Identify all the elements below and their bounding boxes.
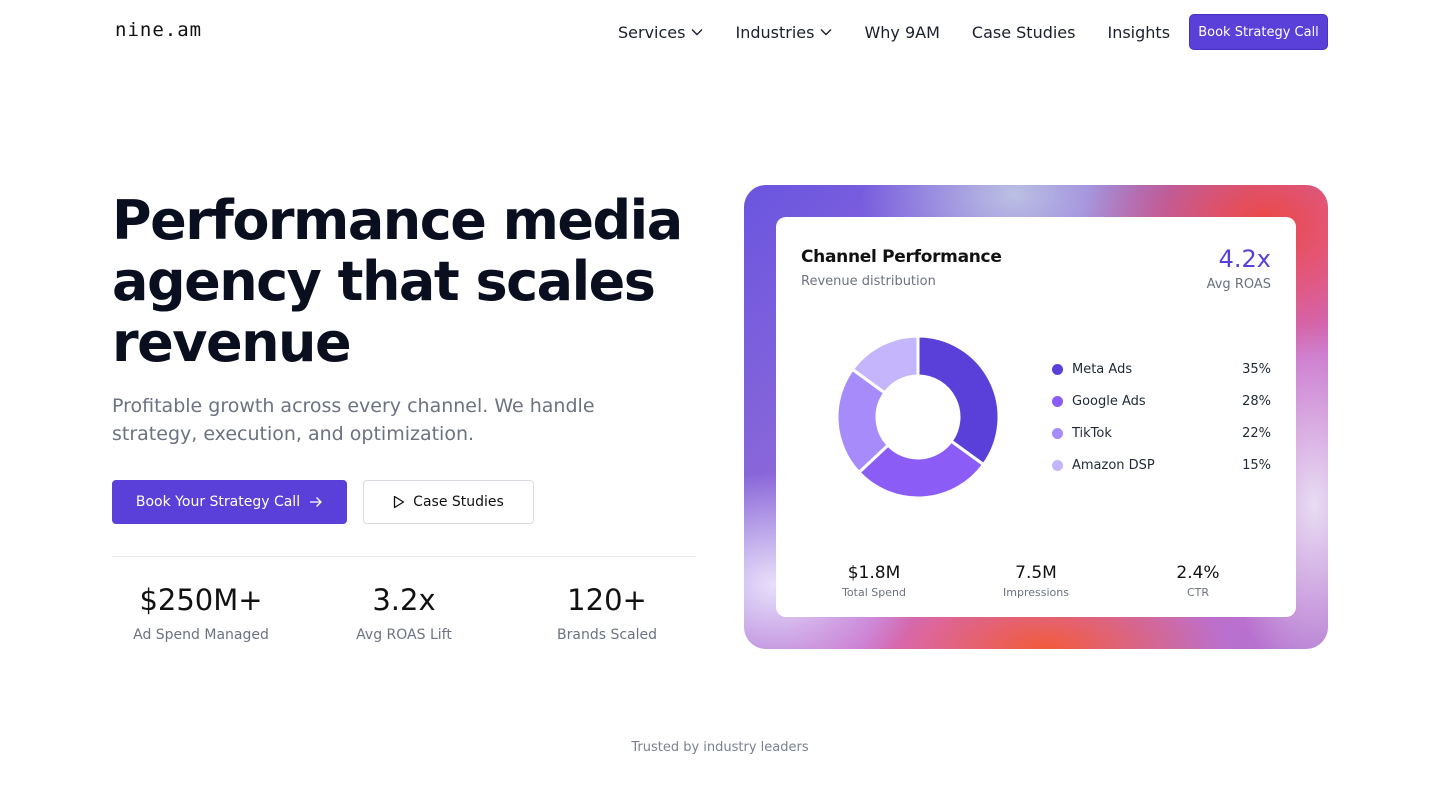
- nav-item-industries[interactable]: Industries: [735, 23, 832, 42]
- main-nav: Services Industries Why 9AM Case Studies…: [618, 14, 1202, 50]
- legend-item: Google Ads 28%: [1052, 385, 1271, 417]
- legend-swatch: [1052, 427, 1063, 439]
- nav-item-label: Insights: [1107, 22, 1171, 42]
- legend-label: Amazon DSP: [1072, 457, 1155, 473]
- channel-performance-card: Channel Performance Revenue distribution…: [776, 217, 1296, 617]
- card-stat-total-spend: $1.8M Total Spend: [804, 563, 944, 599]
- logo[interactable]: nine.am: [115, 19, 203, 41]
- legend-value: 15%: [1242, 457, 1271, 473]
- legend-swatch: [1052, 395, 1063, 407]
- hero-title-line: revenue: [112, 311, 352, 374]
- nav-item-label: Case Studies: [971, 22, 1076, 42]
- avg-roas-label: Avg ROAS: [1206, 277, 1271, 292]
- button-label: Case Studies: [413, 494, 504, 510]
- legend-item: Amazon DSP 15%: [1052, 449, 1271, 481]
- stat-roas-lift: 3.2x Avg ROAS Lift: [304, 582, 504, 643]
- nav-item-label: Services: [618, 22, 686, 42]
- donut-slice-google-ads: [856, 439, 986, 499]
- book-your-strategy-call-button[interactable]: Book Your Strategy Call: [112, 480, 347, 524]
- stat-value: 3.2x: [372, 583, 436, 617]
- legend-value: 35%: [1242, 361, 1271, 377]
- legend-label: TikTok: [1072, 425, 1112, 441]
- card-stat-label: Total Spend: [842, 586, 906, 599]
- legend-label: Meta Ads: [1072, 361, 1133, 377]
- stat-label: Ad Spend Managed: [133, 627, 269, 643]
- stat-label: Avg ROAS Lift: [356, 627, 452, 643]
- case-studies-button[interactable]: Case Studies: [363, 480, 534, 524]
- legend-swatch: [1052, 459, 1063, 471]
- card-subtitle: Revenue distribution: [801, 274, 936, 289]
- arrow-right-icon: [310, 497, 323, 507]
- nav-item-insights[interactable]: Insights: [1107, 23, 1170, 42]
- nav-item-label: Why 9AM: [864, 22, 940, 42]
- legend-value: 28%: [1242, 393, 1271, 409]
- divider: [112, 556, 696, 557]
- hero-title-line: agency that scales: [112, 250, 656, 313]
- legend-swatch: [1052, 363, 1063, 375]
- play-icon: [394, 495, 405, 509]
- card-stat-ctr: 2.4% CTR: [1128, 563, 1268, 599]
- stat-value: $250M+: [139, 583, 263, 617]
- stat-value: 120+: [567, 583, 647, 617]
- card-stat-impressions: 7.5M Impressions: [966, 563, 1106, 599]
- donut-chart: [836, 335, 1000, 499]
- stat-label: Brands Scaled: [557, 627, 657, 643]
- card-title: Channel Performance: [801, 247, 1002, 267]
- legend-item: Meta Ads 35%: [1052, 353, 1271, 385]
- hero-title-line: Performance media: [112, 189, 683, 252]
- avg-roas-value: 4.2x: [1218, 245, 1271, 273]
- legend-item: TikTok 22%: [1052, 417, 1271, 449]
- donut-slice-meta-ads: [916, 335, 1000, 467]
- trusted-by-label: Trusted by industry leaders: [631, 740, 809, 755]
- stat-brands-scaled: 120+ Brands Scaled: [507, 582, 707, 643]
- card-stat-value: $1.8M: [847, 563, 901, 583]
- button-label: Book Your Strategy Call: [135, 494, 301, 510]
- card-stat-value: 7.5M: [1015, 563, 1057, 583]
- book-strategy-call-button[interactable]: Book Strategy Call: [1189, 14, 1328, 50]
- nav-item-case-studies[interactable]: Case Studies: [972, 23, 1076, 42]
- chevron-down-icon: [820, 29, 832, 36]
- hero-title: Performance media agency that scales rev…: [112, 190, 712, 373]
- legend-label: Google Ads: [1072, 393, 1146, 409]
- stat-ad-spend: $250M+ Ad Spend Managed: [101, 582, 301, 643]
- nav-item-why-9am[interactable]: Why 9AM: [864, 23, 939, 42]
- donut-slice-amazon-dsp: [850, 335, 920, 395]
- card-stat-value: 2.4%: [1176, 563, 1220, 583]
- chart-legend: Meta Ads 35% Google Ads 28% TikTok 22% Amazon …: [1052, 353, 1271, 481]
- nav-item-services[interactable]: Services: [618, 23, 703, 42]
- chevron-down-icon: [691, 29, 703, 36]
- card-stat-label: CTR: [1186, 586, 1210, 599]
- nav-item-label: Industries: [735, 22, 815, 42]
- legend-value: 22%: [1242, 425, 1271, 441]
- card-stat-label: Impressions: [1003, 586, 1069, 599]
- hero-subtitle: Profitable growth across every channel. …: [112, 395, 595, 445]
